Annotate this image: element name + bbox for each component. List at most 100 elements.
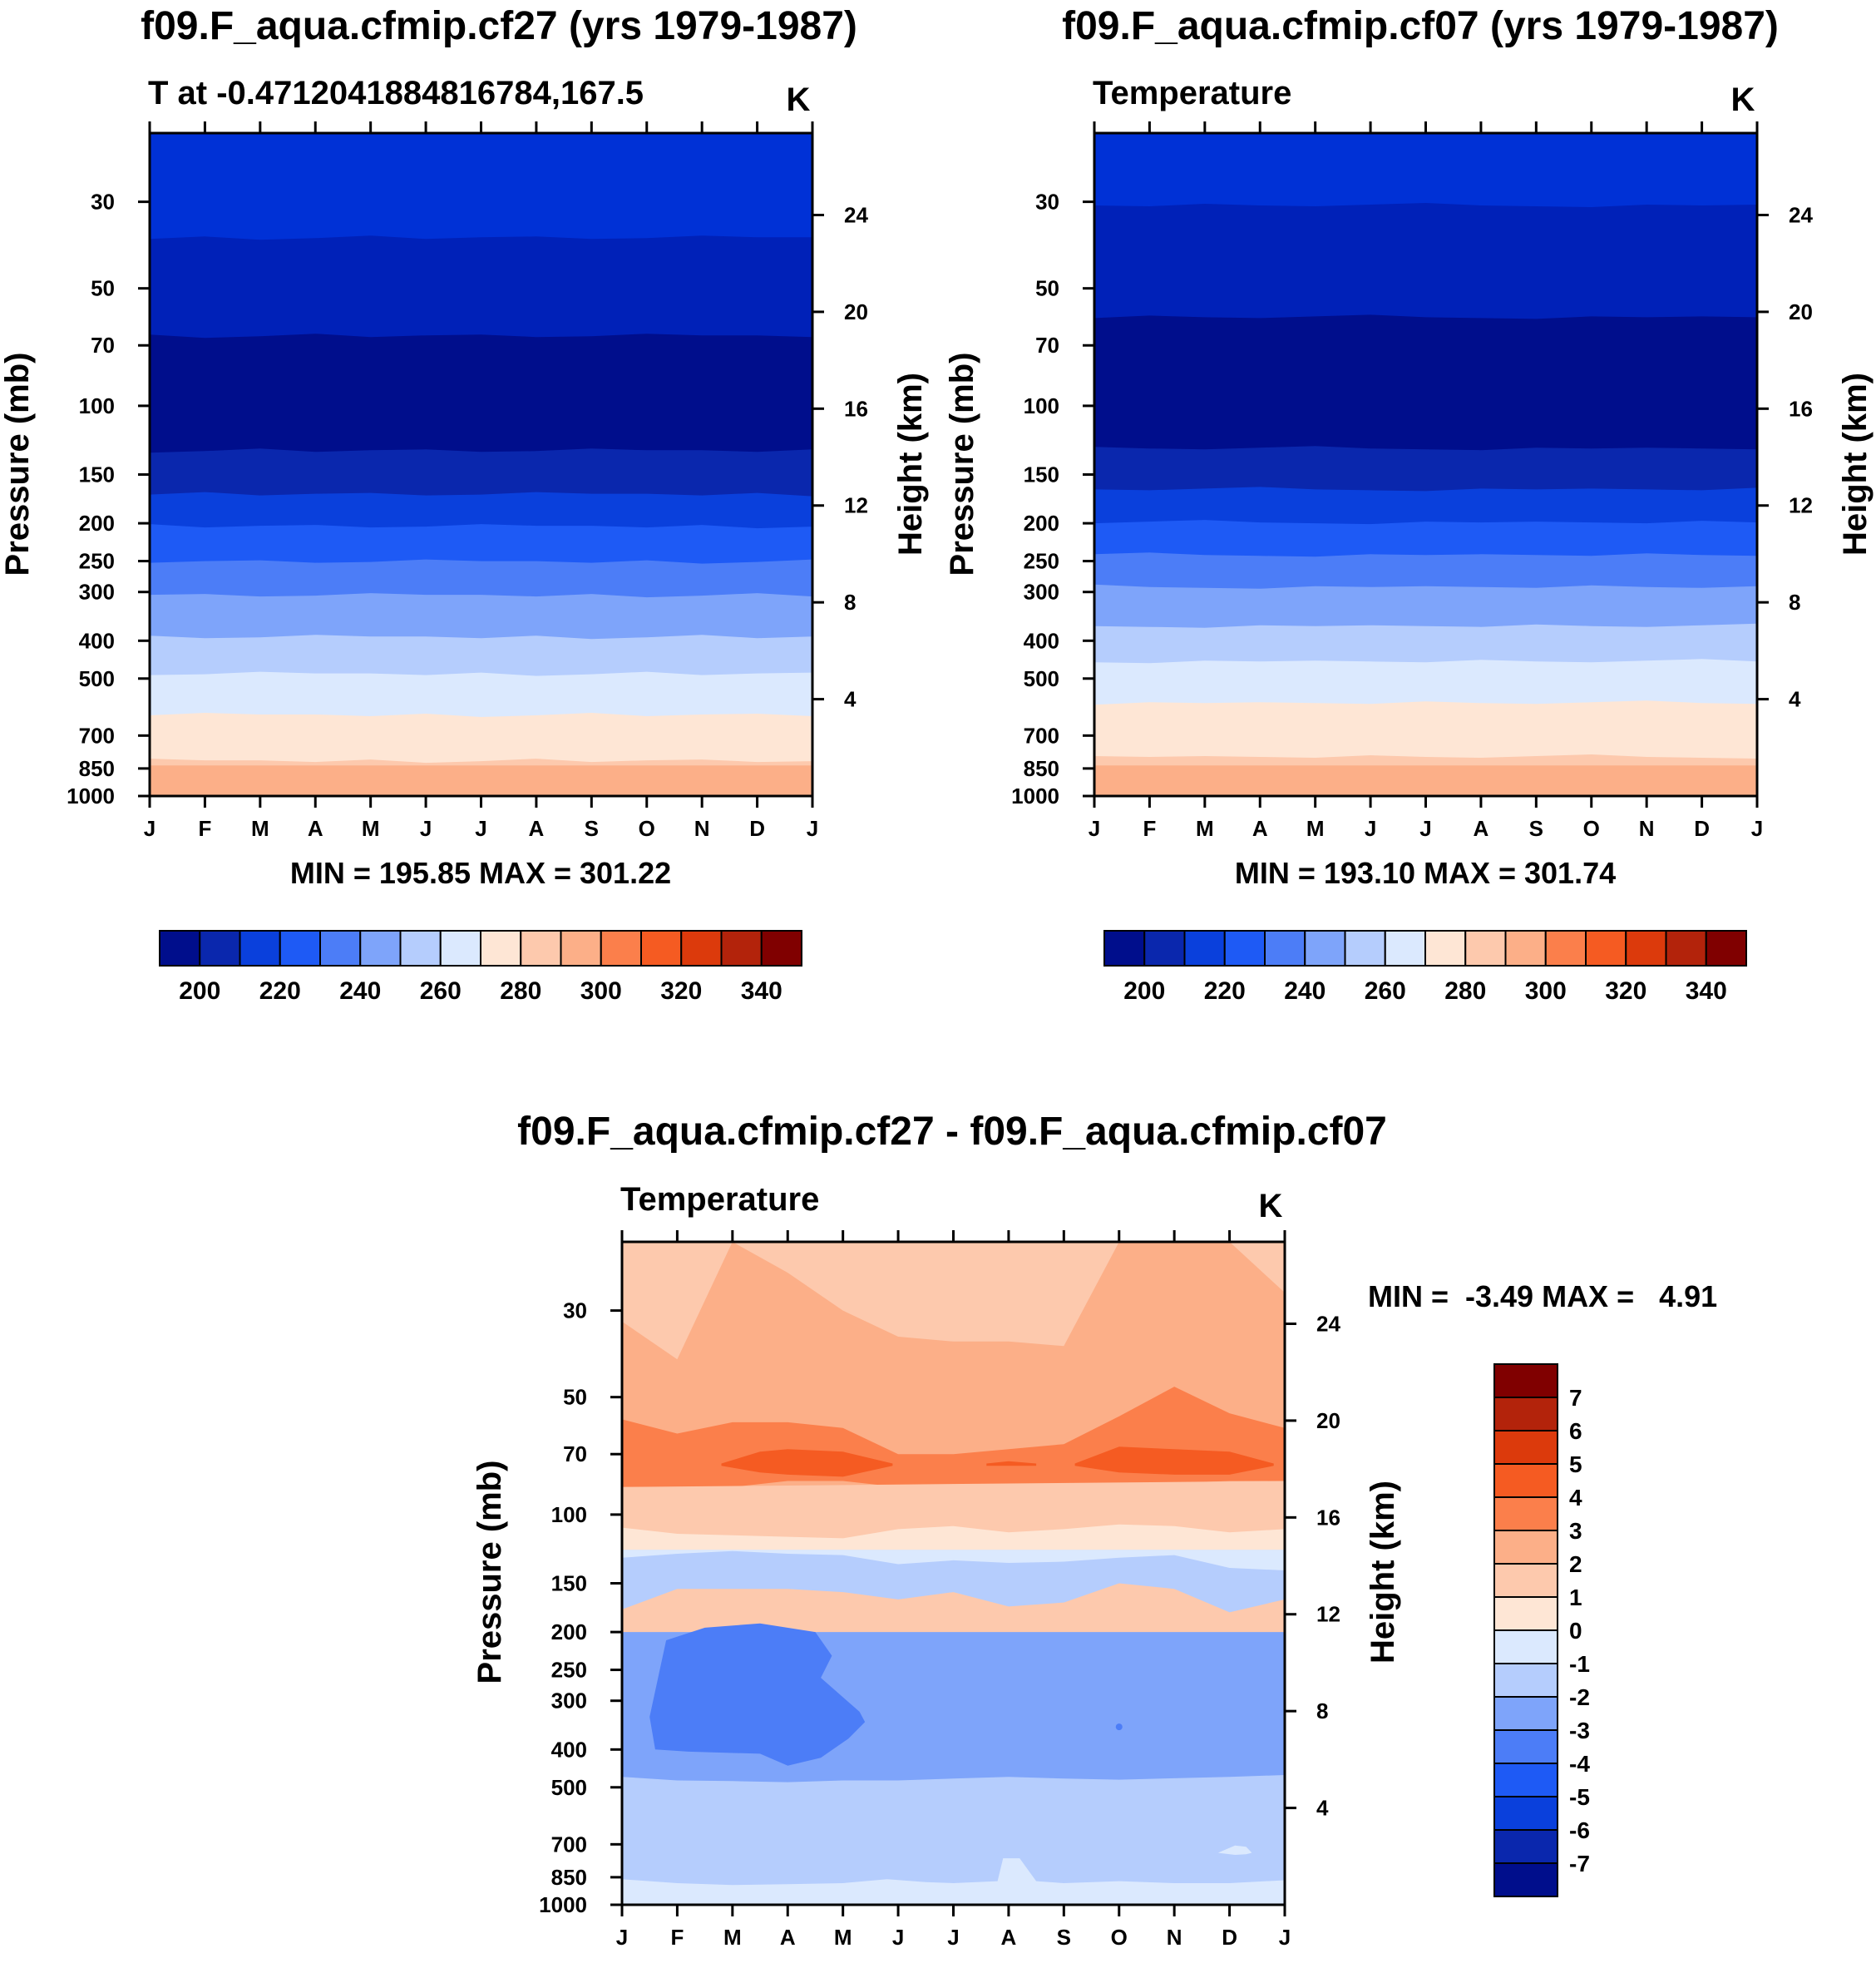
panel-cf27-contours xyxy=(150,133,812,796)
colorbar-label: 340 xyxy=(1686,977,1727,1005)
x-tick-label: O xyxy=(1111,1925,1128,1950)
colorbar-label: 240 xyxy=(1284,977,1326,1005)
colorbar-swatch xyxy=(1344,930,1386,967)
x-tick-label: O xyxy=(639,816,655,841)
height-tick-label: 12 xyxy=(1316,1602,1340,1627)
x-tick-label: N xyxy=(1639,816,1655,841)
x-tick-label: S xyxy=(1057,1925,1071,1950)
x-tick-label: D xyxy=(1694,816,1710,841)
height-tick-label: 4 xyxy=(844,687,857,712)
panel-diff-contours xyxy=(622,1242,1285,1905)
pressure-tick-label: 700 xyxy=(551,1832,587,1857)
colorbar-swatch xyxy=(399,930,442,967)
panel-diff-subtitle: Temperature xyxy=(620,1181,819,1218)
panel-cf07: f09.F_aqua.cfmip.cf07 (yrs 1979-1987) Te… xyxy=(944,4,1874,1005)
x-tick-label: M xyxy=(251,816,269,841)
x-tick-label: J xyxy=(144,816,156,841)
pressure-tick-label: 200 xyxy=(79,511,115,536)
colorbar-label: 5 xyxy=(1569,1451,1582,1477)
colorbar-label: 300 xyxy=(580,977,622,1005)
x-tick-label: J xyxy=(420,816,432,841)
colorbar-label: 0 xyxy=(1569,1618,1582,1644)
contour-band xyxy=(1094,765,1757,796)
colorbar-swatch xyxy=(1504,930,1547,967)
colorbar-swatch xyxy=(1143,930,1186,967)
colorbar-swatch xyxy=(1304,930,1346,967)
colorbar-swatch xyxy=(1493,1596,1558,1631)
colorbar-swatch xyxy=(1493,1829,1558,1864)
colorbar-swatch xyxy=(1493,1696,1558,1731)
colorbar-swatch xyxy=(1493,1363,1558,1398)
pressure-tick-label: 30 xyxy=(563,1298,587,1323)
colorbar-label: 340 xyxy=(741,977,782,1005)
pressure-tick-label: 150 xyxy=(551,1570,587,1595)
panel-diff-ylabel: Pressure (mb) xyxy=(471,1461,508,1684)
contour-band xyxy=(649,1623,866,1766)
colorbar-label: -1 xyxy=(1569,1651,1590,1677)
x-tick-label: N xyxy=(694,816,710,841)
colorbar-swatch xyxy=(1493,1729,1558,1764)
pressure-tick-label: 850 xyxy=(551,1865,587,1890)
colorbar-swatch xyxy=(1493,1563,1558,1598)
height-tick-label: 16 xyxy=(844,396,868,421)
colorbar-label: 320 xyxy=(660,977,702,1005)
colorbar-swatch xyxy=(1493,1862,1558,1897)
pressure-tick-label: 400 xyxy=(1024,628,1059,653)
x-tick-label: F xyxy=(1143,816,1156,841)
panel-cf07-title: f09.F_aqua.cfmip.cf07 (yrs 1979-1987) xyxy=(1062,4,1779,48)
height-tick-label: 20 xyxy=(1316,1408,1340,1433)
pressure-tick-label: 100 xyxy=(79,393,115,418)
panel-cf27-ylabel-right: Height (km) xyxy=(892,373,929,556)
panel-diff: f09.F_aqua.cfmip.cf27 - f09.F_aqua.cfmip… xyxy=(471,1110,1717,1950)
x-tick-label: J xyxy=(1751,816,1763,841)
x-tick-label: J xyxy=(616,1925,628,1950)
x-tick-label: D xyxy=(749,816,765,841)
colorbar-label: 280 xyxy=(1444,977,1486,1005)
colorbar-swatch xyxy=(159,930,201,967)
panel-diff-units: K xyxy=(1259,1188,1283,1224)
pressure-tick-label: 150 xyxy=(79,462,115,487)
colorbar-swatch xyxy=(319,930,362,967)
colorbar-swatch xyxy=(680,930,723,967)
colorbar-swatch xyxy=(1424,930,1467,967)
colorbar-label: 4 xyxy=(1569,1485,1582,1511)
x-tick-label: M xyxy=(834,1925,852,1950)
colorbar-label: -5 xyxy=(1569,1784,1590,1810)
colorbar-label: 2 xyxy=(1569,1551,1582,1577)
pressure-tick-label: 250 xyxy=(1024,549,1059,574)
pressure-tick-label: 300 xyxy=(551,1689,587,1713)
colorbar-label: 3 xyxy=(1569,1518,1582,1544)
height-tick-label: 16 xyxy=(1316,1505,1340,1530)
x-tick-label: J xyxy=(1089,816,1100,841)
panel-cf27-ylabel: Pressure (mb) xyxy=(0,353,36,576)
colorbar-label: -3 xyxy=(1569,1718,1590,1743)
colorbar-swatch xyxy=(1384,930,1426,967)
colorbar-label: 220 xyxy=(259,977,301,1005)
contour-band xyxy=(1115,1723,1123,1731)
colorbar-swatch xyxy=(480,930,522,967)
colorbar-swatch xyxy=(279,930,321,967)
colorbar-label: 1 xyxy=(1569,1585,1582,1610)
x-tick-label: J xyxy=(1279,1925,1291,1950)
colorbar-label: 260 xyxy=(1365,977,1406,1005)
panel-cf07-colorbar: 200 220 240 260 280 300 320 340 xyxy=(1103,930,1747,1005)
x-tick-label: J xyxy=(807,816,818,841)
colorbar-swatch xyxy=(1625,930,1667,967)
pressure-tick-label: 150 xyxy=(1024,462,1059,487)
pressure-tick-label: 700 xyxy=(79,723,115,748)
panel-cf27: f09.F_aqua.cfmip.cf27 (yrs 1979-1987) T … xyxy=(0,4,929,1005)
pressure-tick-label: 500 xyxy=(79,666,115,691)
colorbar-label: 300 xyxy=(1525,977,1567,1005)
colorbar-swatch xyxy=(1493,1796,1558,1831)
pressure-tick-label: 250 xyxy=(79,549,115,574)
colorbar-label: -4 xyxy=(1569,1751,1590,1777)
colorbar-swatch xyxy=(1183,930,1226,967)
contour-band xyxy=(622,1775,1285,1905)
pressure-tick-label: 100 xyxy=(1024,393,1059,418)
colorbar-swatch xyxy=(239,930,281,967)
colorbar-swatch xyxy=(1493,1463,1558,1498)
panel-cf27-colorbar: 200 220 240 260 280 300 320 340 xyxy=(159,930,802,1005)
contour-band xyxy=(1074,1446,1274,1475)
colorbar-label: 240 xyxy=(339,977,381,1005)
